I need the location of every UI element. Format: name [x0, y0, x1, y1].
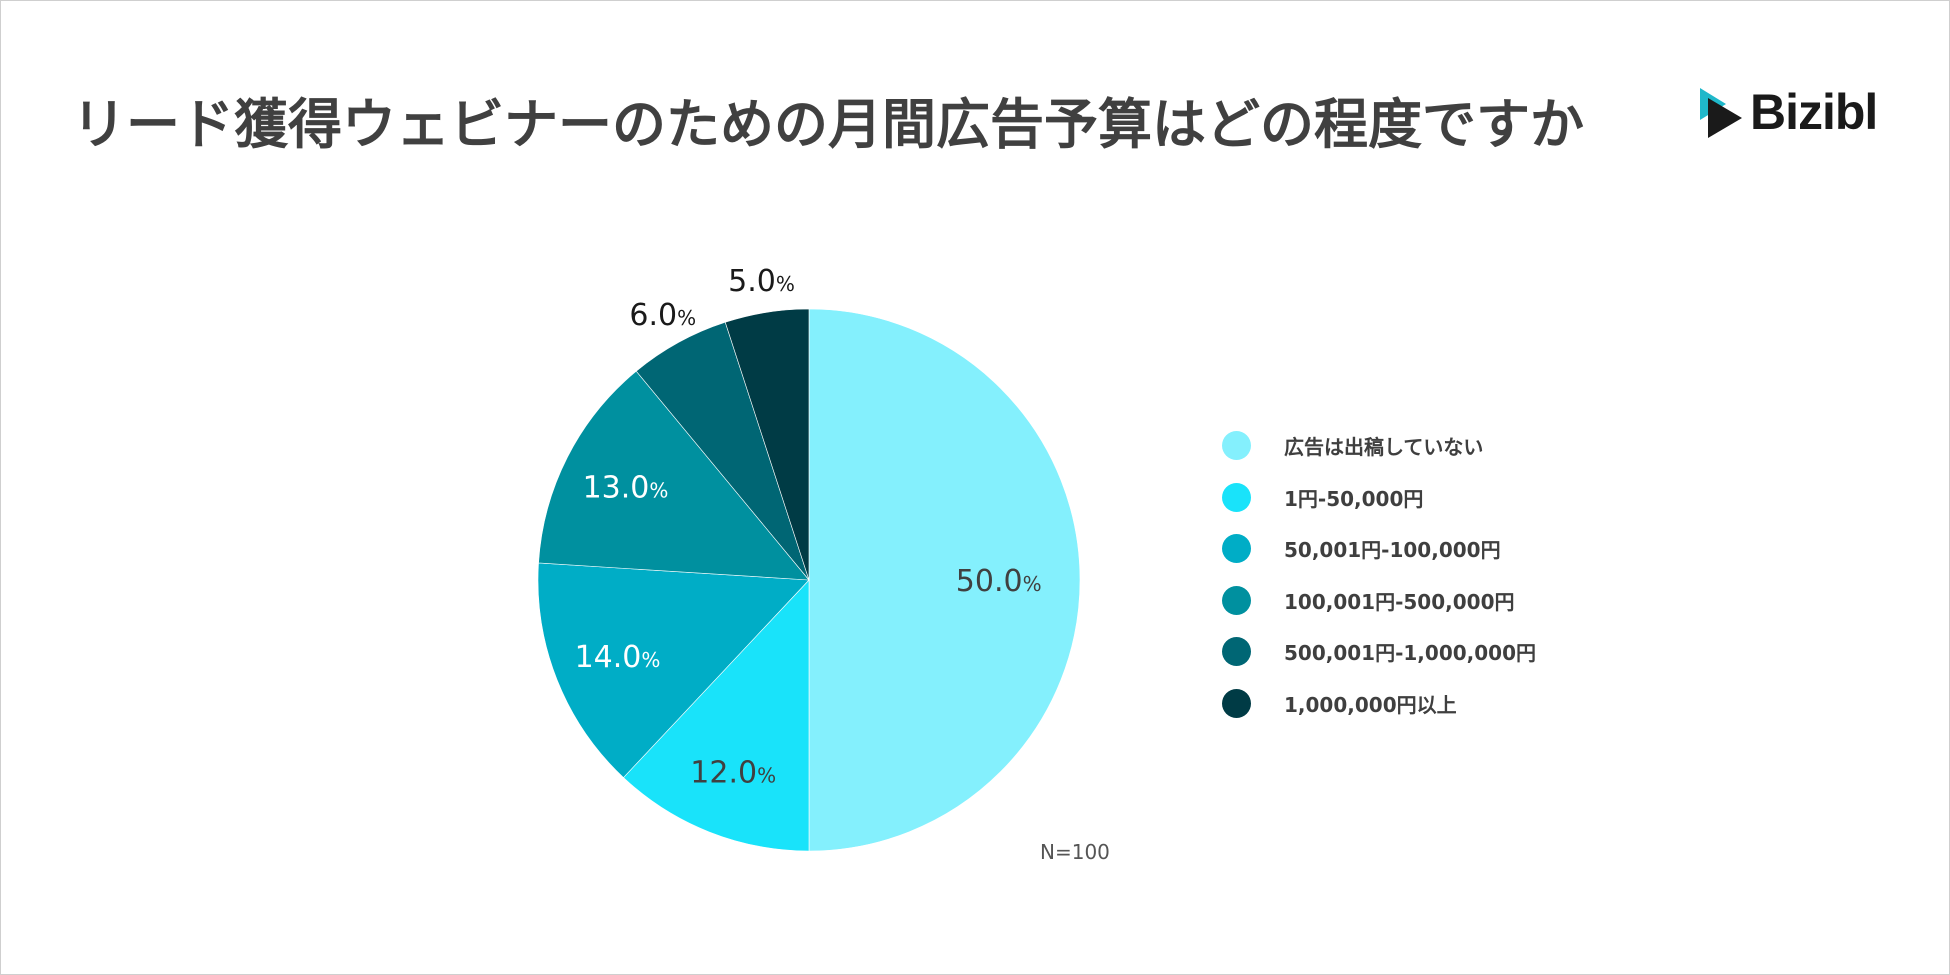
legend-item: 100,001円-500,000円	[1222, 575, 1536, 627]
legend-swatch	[1222, 688, 1251, 718]
chart-legend: 広告は出稿していない 1円-50,000円 50,001円-100,000円 100,…	[1222, 420, 1536, 729]
data-label-4: 13.0%	[583, 470, 669, 505]
pie-slices	[537, 308, 1081, 852]
pie-data-labels: 50.0% 12.0% 14.0% 13.0% 6.0% 5.0%	[575, 264, 1042, 790]
data-label-2: 12.0%	[690, 755, 776, 790]
pie-slice-1	[808, 308, 1081, 852]
legend-item: 1円-50,000円	[1222, 472, 1536, 524]
legend-swatch	[1222, 431, 1251, 461]
bizibl-play-icon	[1700, 88, 1742, 138]
legend-label: 1円-50,000円	[1284, 486, 1424, 511]
legend-item: 500,001円-1,000,000円	[1222, 626, 1536, 678]
legend-label: 広告は出稿していない	[1284, 435, 1484, 460]
legend-swatch	[1222, 585, 1251, 615]
pie-slice-6	[724, 308, 810, 581]
legend-label: 50,001円-100,000円	[1284, 538, 1501, 563]
data-label-3: 14.0%	[575, 640, 661, 675]
legend-item: 50,001円-100,000円	[1222, 523, 1536, 575]
brand-logo: Bizibl	[1696, 84, 1878, 140]
legend-swatch	[1222, 534, 1251, 564]
legend-item: 1,000,000円以上	[1222, 678, 1536, 730]
sample-size-note: N=100	[1040, 840, 1110, 864]
data-label-1: 50.0%	[956, 564, 1042, 599]
legend-label: 500,001円-1,000,000円	[1284, 641, 1537, 666]
legend-label: 100,001円-500,000円	[1284, 589, 1515, 614]
data-label-6: 5.0%	[728, 264, 795, 299]
legend-label: 1,000,000円以上	[1284, 692, 1457, 717]
brand-logo-text: Bizibl	[1750, 84, 1878, 140]
pie-slice-4	[538, 370, 810, 581]
data-label-5: 6.0%	[629, 298, 696, 333]
legend-swatch	[1222, 482, 1251, 512]
pie-slice-2	[623, 579, 810, 852]
page-title: リード獲得ウェビナーのための月間広告予算はどの程度ですか	[72, 93, 1584, 156]
pie-slice-3	[537, 562, 810, 778]
legend-swatch	[1222, 637, 1251, 667]
legend-item: 広告は出稿していない	[1222, 420, 1536, 472]
